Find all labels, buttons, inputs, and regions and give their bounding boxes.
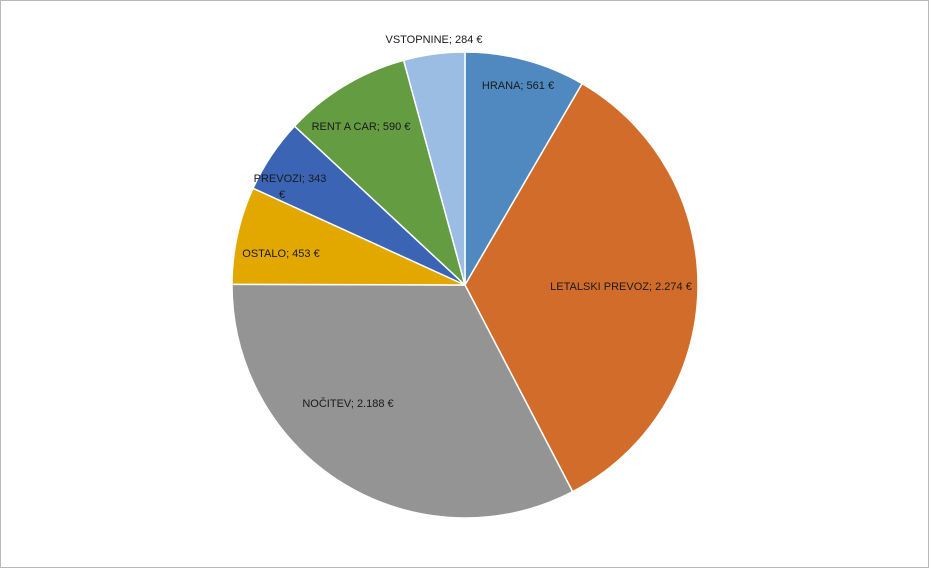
pie-slice-nočitev [231,283,574,519]
data-labels: HRANA; 561 € LETALSKI PREVOZ; 2.274 € NOČI… [242,34,692,410]
data-label-ostalo: OSTALO; 453 € [242,248,319,260]
pie-slice-hrana [464,51,584,288]
pie-slice-rent-a-car [293,59,467,288]
data-label-prevozi: PREVOZI; 343 [254,173,327,185]
pie-slice-letalski-prevoz [464,82,699,493]
data-label-letalski-prevoz: LETALSKI PREVOZ; 2.274 € [550,281,692,293]
data-label-rent-a-car: RENT A CAR; 590 € [312,121,411,133]
data-label-prevozi-unit: € [279,189,285,201]
data-label-vstopnine: VSTOPNINE; 284 € [385,34,482,46]
pie-slices [231,51,699,519]
data-label-hrana: HRANA; 561 € [482,80,554,92]
pie-slice-vstopnine [402,51,466,286]
data-label-nočitev: NOČITEV; 2.188 € [302,397,393,410]
